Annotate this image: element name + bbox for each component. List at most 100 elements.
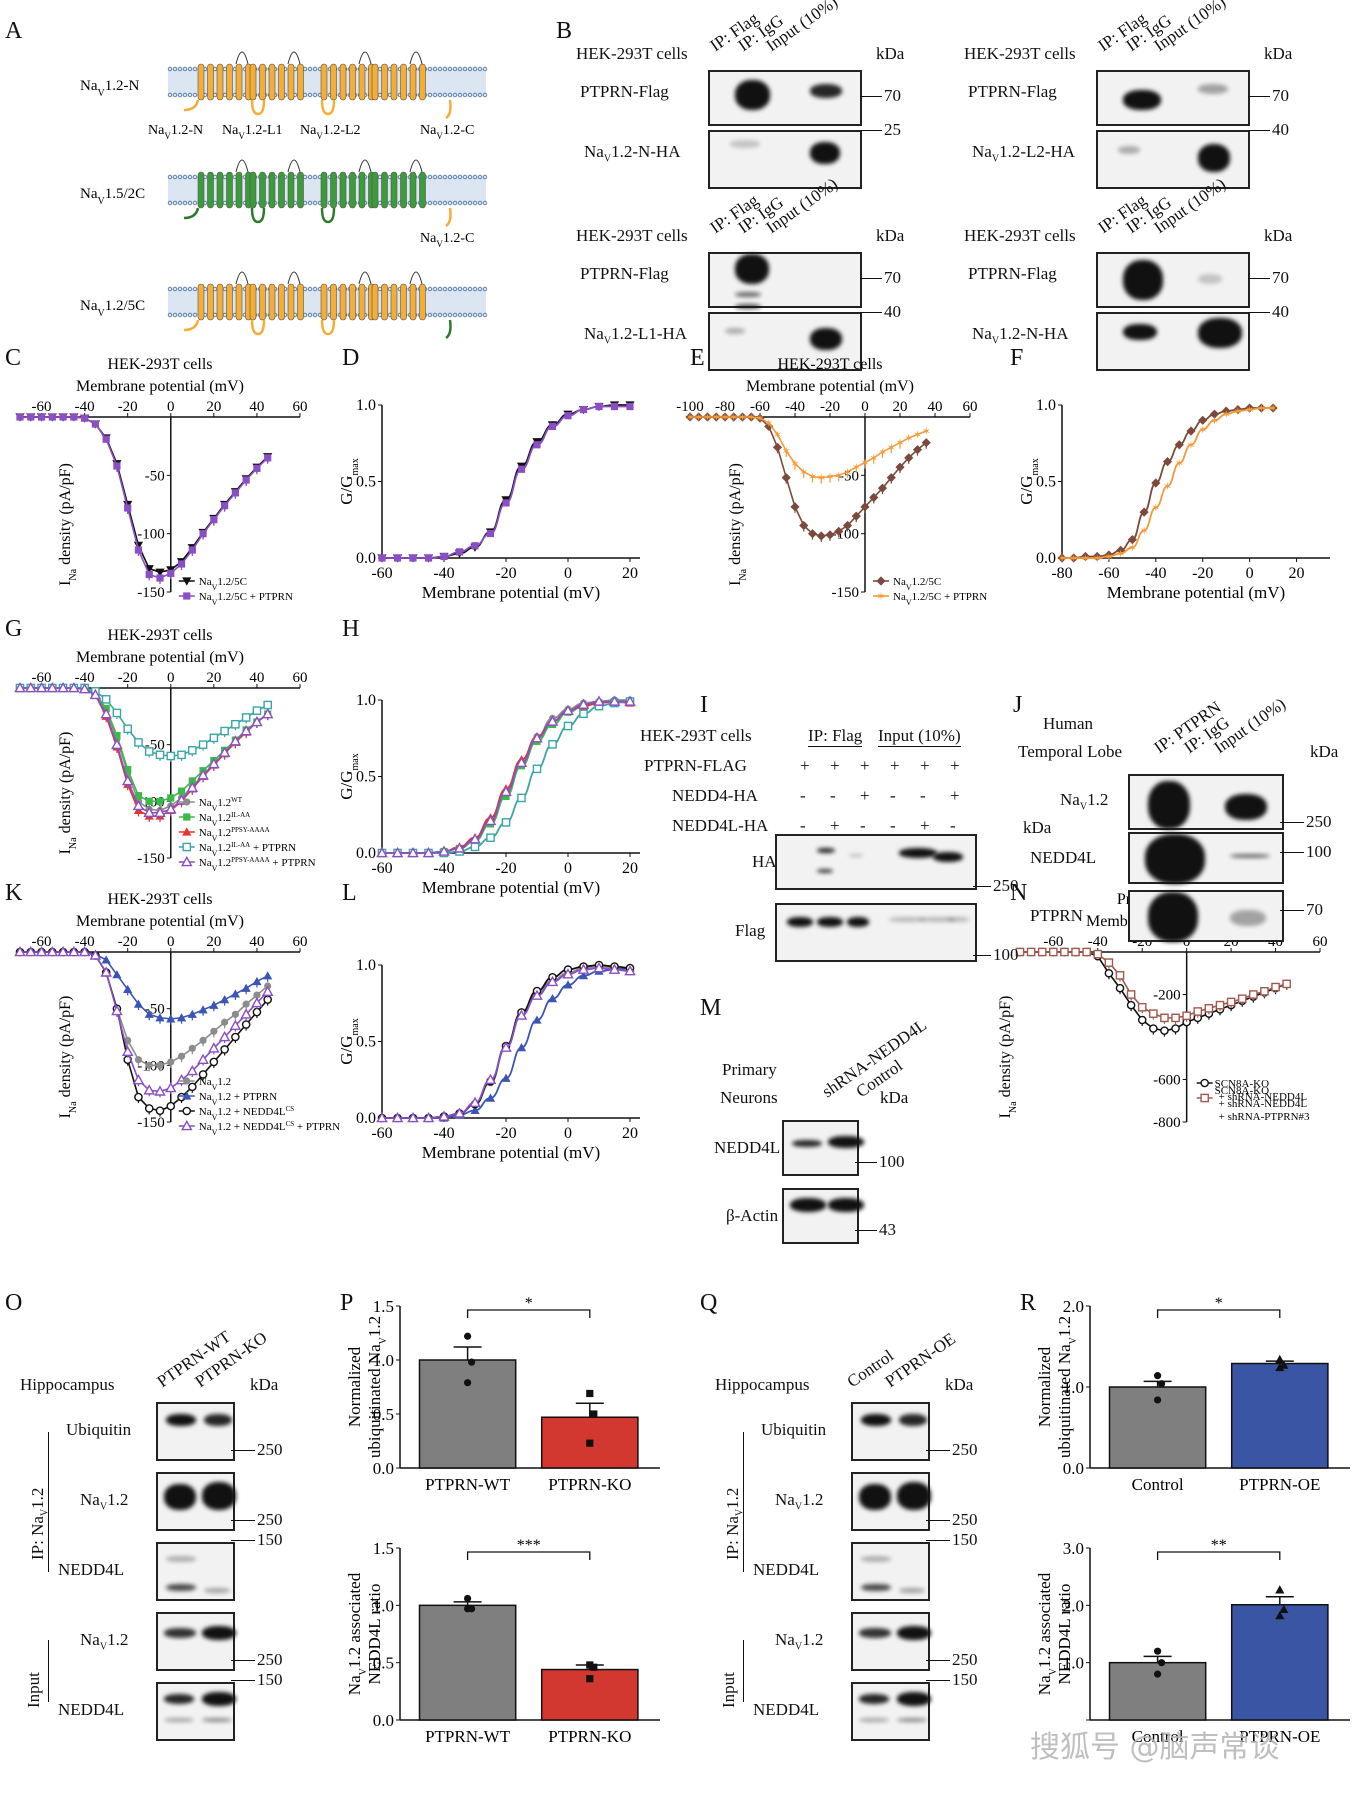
data-point: ✶ [1245,405,1254,417]
x-axis-label: Membrane potential (mV) [422,878,600,897]
panel-label-m: M [700,995,722,1021]
blot-row-label: PTPRN-Flag [968,264,1057,283]
data-point [486,833,495,843]
data-point [1080,551,1091,562]
x-tick-label: 40 [249,670,264,686]
data-point [24,681,37,693]
x-tick-label: PTPRN-WT [425,1727,511,1746]
mw-marker-label: 150 [952,1670,978,1689]
x-tick-label: -60 [371,565,392,582]
panel-label-p: P [340,1290,354,1316]
data-point [229,1019,242,1030]
data-point [209,1057,219,1067]
data-point [182,577,192,586]
data-point [164,803,177,814]
data-point [517,465,526,473]
data-point [112,970,122,979]
data-point [586,1389,594,1398]
data-point: ✶ [808,472,817,484]
legend-item: SCN8A-KO+ shRNA-NEDD4L+ shRNA-PTPRN#3 [1196,1085,1310,1123]
blot-j-1 [1128,832,1284,884]
protein-band [899,1588,925,1593]
x-tick-label: 60 [1313,934,1328,950]
data-point [78,945,91,957]
data-point [1182,1011,1191,1021]
data-point [1037,947,1047,957]
helix [371,283,379,321]
data-point [501,818,511,827]
data-point [113,462,121,470]
data-point [121,1045,134,1057]
mw-marker-line [231,1660,255,1661]
blot-3-1 [1096,312,1250,371]
mw-marker-line [231,1520,255,1521]
data-point [89,949,102,960]
data-point [188,1082,197,1092]
data-point [407,846,419,858]
protein-band [859,1628,891,1638]
x-tick-label: 0 [167,399,175,415]
chart-K: HEK-293T cells Membrane potential (mV) -60… [14,891,340,1137]
data-point [252,706,262,715]
data-point [221,1018,229,1026]
data-point [144,565,154,574]
blot-row-label: PTPRN-Flag [580,82,669,101]
y-axis-label: INa density (pA/pF) [57,732,79,855]
data-point [27,413,35,421]
protein-band [1123,260,1163,300]
y-tick-label: 0.0 [373,1459,394,1478]
data-point [562,968,574,979]
helix [358,283,366,321]
mw-marker-label: 250 [257,1510,283,1529]
data-point [167,1058,175,1066]
data-point [177,1052,186,1060]
data-point [586,1661,594,1669]
data-point: ✶ [1210,415,1219,427]
data-point [177,787,186,795]
protein-band [735,292,761,297]
data-point [548,422,557,431]
data-point [1226,997,1236,1007]
data-point [485,1093,496,1102]
kda-label: kDa [250,1375,279,1394]
y-tick-label: -200 [1153,988,1181,1004]
pore-loop [409,159,423,173]
series-1 [1015,947,1291,1024]
x-tick-label: -60 [32,399,52,415]
data-point [578,971,589,980]
data-point: ✶ [685,412,694,424]
region-label: Hippocampus [715,1375,810,1394]
data-point [264,454,272,462]
series-0 [377,401,635,563]
intracellular-tail [320,207,336,224]
helix [207,283,214,321]
protein-band [847,917,869,927]
protein-band [204,1414,232,1426]
mw-marker-label: 70 [884,268,901,287]
x-tick-label: -60 [371,1125,392,1142]
blot-row-label: NEDD4L [753,1560,820,1579]
data-point [240,725,252,736]
data-point: ✶ [1057,553,1066,565]
data-point [1279,1604,1289,1613]
chart-H: -60 -40 -20 0 20 0.0 0.5 1.0 Membrane potential … [337,692,640,897]
chart-L: -60 -40 -20 0 20 0.0 0.5 1.0 Membrane potential … [337,957,640,1162]
x-tick-label: 0 [1183,934,1191,950]
y-tick-label: 0.5 [1036,474,1056,491]
data-point [1249,990,1258,999]
blot-row-label: NaV1.2-L1-HA [584,324,688,347]
data-point [577,963,590,974]
data-point: ✶ [1081,553,1090,565]
data-point [188,746,197,755]
mw-marker-label: 25 [884,120,901,139]
data-point [376,846,388,858]
data-point [376,1111,388,1123]
data-point [188,1044,196,1052]
y-axis-label: Normalized [345,1346,364,1427]
data-point [68,681,80,693]
y-tick-label: 1.5 [373,1539,394,1558]
y-tick-label: 0.5 [373,1405,394,1424]
mw-marker-line [1248,312,1270,313]
data-point [242,1000,250,1008]
